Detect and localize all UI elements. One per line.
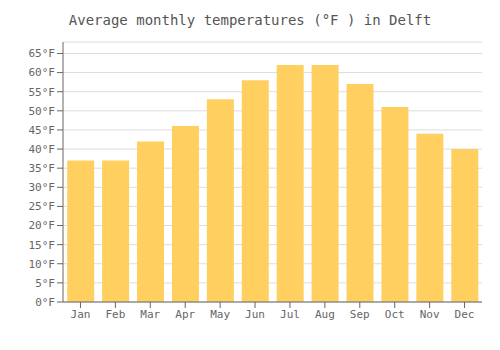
svg-text:10°F: 10°F [29,258,56,271]
svg-text:Jun: Jun [245,308,265,321]
svg-text:55°F: 55°F [29,86,56,99]
svg-text:Feb: Feb [105,308,125,321]
svg-text:Apr: Apr [175,308,195,321]
html-text:Average monthly temperatures (: Average monthly temperatures (°F ) in De… [68,12,432,28]
svg-text:Mar: Mar [140,308,160,321]
svg-text:Aug: Aug [315,308,335,321]
svg-text:Jul: Jul [280,308,300,321]
svg-text:65°F: 65°F [29,47,56,60]
svg-text:35°F: 35°F [29,162,56,175]
svg-text:0°F: 0°F [35,296,55,309]
svg-text:45°F: 45°F [29,124,56,137]
svg-text:40°F: 40°F [29,143,56,156]
svg-text:25°F: 25°F [29,200,56,213]
svg-text:15°F: 15°F [29,239,56,252]
svg-text:30°F: 30°F [29,181,56,194]
svg-text:Jan: Jan [71,308,91,321]
svg-text:Nov: Nov [420,308,440,321]
svg-text:60°F: 60°F [29,66,56,79]
svg-text:50°F: 50°F [29,105,56,118]
svg-text:Dec: Dec [455,308,475,321]
svg-text:5°F: 5°F [35,277,55,290]
svg-text:Sep: Sep [350,308,370,321]
svg-text:20°F: 20°F [29,219,56,232]
svg-text:May: May [210,308,230,321]
svg-text:Oct: Oct [385,308,405,321]
